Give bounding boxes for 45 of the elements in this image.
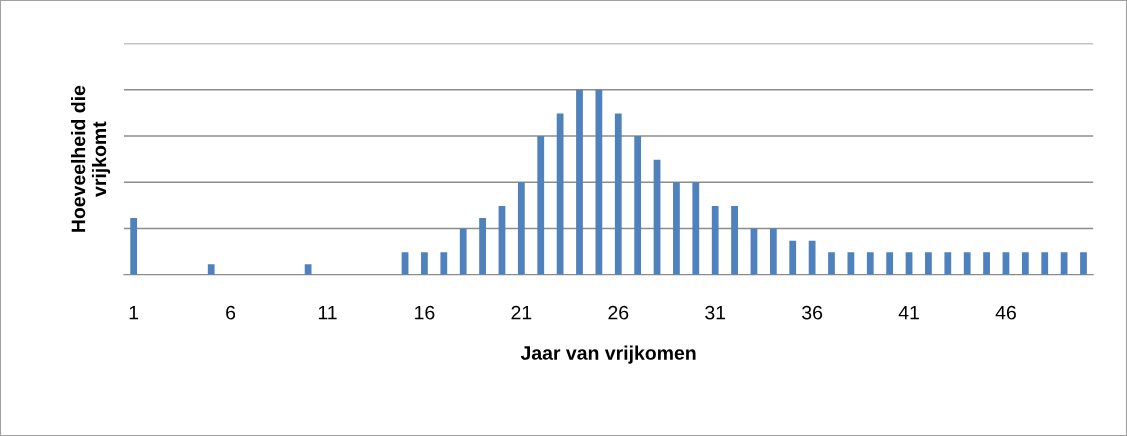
x-tick-label: 21 xyxy=(511,305,532,320)
bar xyxy=(440,252,448,275)
x-tick-label: 11 xyxy=(318,305,337,320)
bar xyxy=(692,182,700,275)
bar xyxy=(634,136,642,275)
bar xyxy=(828,252,835,275)
bar xyxy=(595,89,603,275)
bar xyxy=(789,240,797,275)
bar xyxy=(731,205,738,275)
x-tick-label: 1 xyxy=(129,305,139,320)
bar xyxy=(459,228,467,275)
bar xyxy=(983,252,990,275)
bar xyxy=(614,113,622,275)
bar xyxy=(207,264,215,275)
bar xyxy=(886,252,894,275)
bar xyxy=(304,264,312,275)
x-tick-label: 41 xyxy=(898,305,919,320)
x-axis-title: Jaar van vrijkomen xyxy=(520,345,696,364)
x-tick-label: 46 xyxy=(995,305,1016,320)
bar xyxy=(769,228,777,275)
bar xyxy=(576,89,583,275)
bar xyxy=(1080,252,1087,275)
bar xyxy=(711,205,719,275)
bar xyxy=(925,252,932,275)
bar xyxy=(1041,252,1049,275)
bar xyxy=(847,252,855,275)
bar xyxy=(1060,252,1068,275)
bar xyxy=(556,113,564,275)
bar xyxy=(808,240,816,275)
bar xyxy=(537,136,545,275)
x-tick-label: 26 xyxy=(608,305,629,320)
bar xyxy=(479,218,486,275)
bar xyxy=(963,252,971,275)
bar xyxy=(1021,252,1029,275)
bar xyxy=(130,218,138,275)
bar xyxy=(517,182,525,275)
x-tick-label: 6 xyxy=(226,305,236,320)
y-axis-title: Hoeveelheid die vrijkomt xyxy=(71,85,111,232)
x-tick-label: 31 xyxy=(705,305,726,320)
bar xyxy=(673,182,680,275)
bar xyxy=(421,252,428,275)
bar xyxy=(944,252,952,275)
bar xyxy=(866,252,874,275)
x-tick-label: 36 xyxy=(802,305,823,320)
x-tick-label: 16 xyxy=(415,305,435,320)
